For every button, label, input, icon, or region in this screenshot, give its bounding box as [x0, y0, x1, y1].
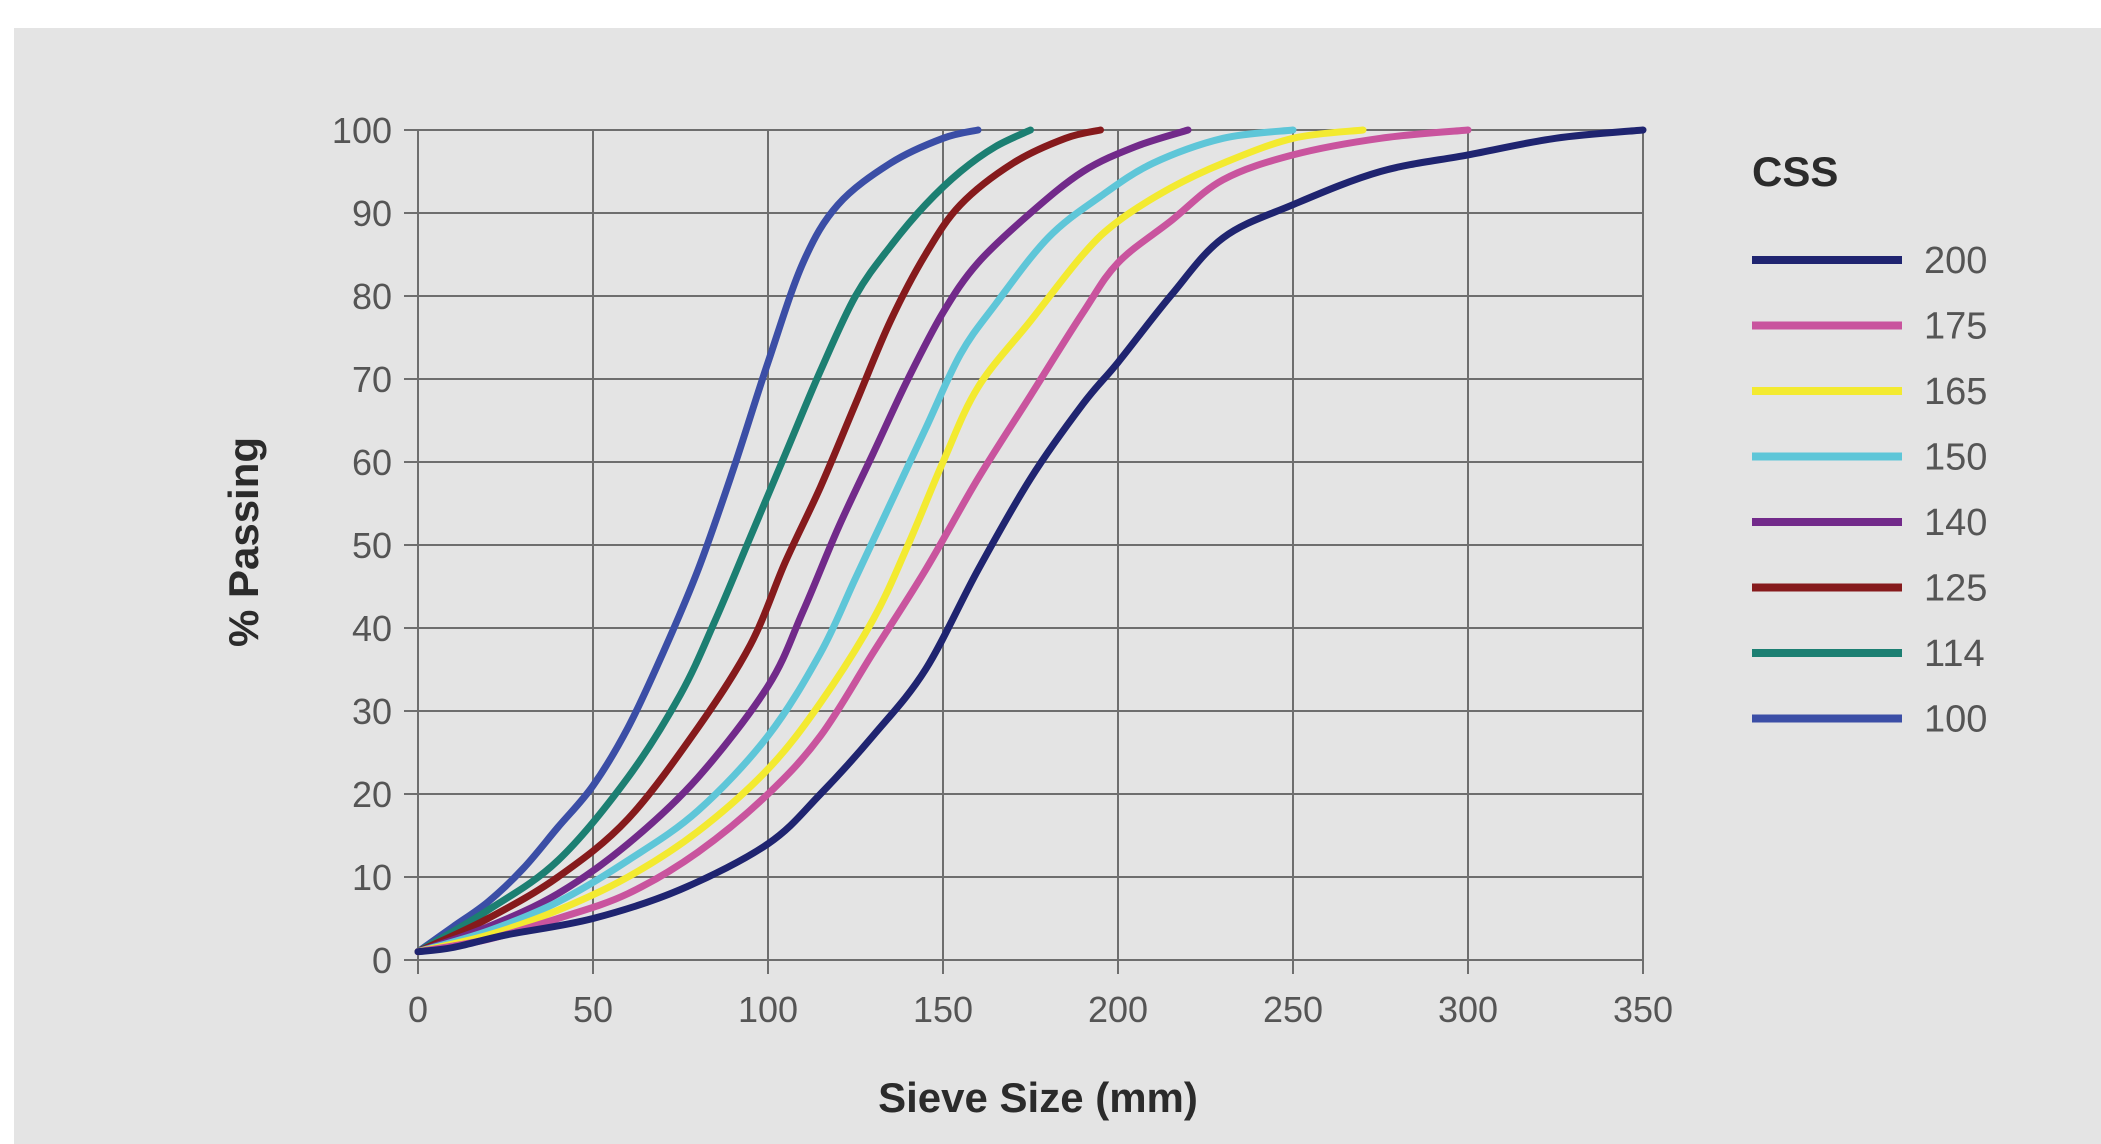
series-line-125 [414, 126, 1104, 956]
x-tick-label: 350 [1613, 989, 1673, 1030]
series-line-165 [414, 126, 1367, 956]
x-axis-title: Sieve Size (mm) [878, 1074, 1198, 1121]
y-axis-ticks: 0 10 20 30 40 50 60 70 80 90 100 [332, 110, 392, 981]
y-tick-label: 10 [352, 857, 392, 898]
y-tick-label: 90 [352, 193, 392, 234]
x-tick-label: 150 [913, 989, 973, 1030]
series-line-150 [414, 126, 1297, 956]
y-tick-label: 80 [352, 276, 392, 317]
x-tick-label: 50 [573, 989, 613, 1030]
y-tick-label: 20 [352, 774, 392, 815]
series-line-100 [414, 126, 982, 956]
legend-label-165: 165 [1924, 371, 1987, 413]
y-tick-label: 40 [352, 608, 392, 649]
legend-label-150: 150 [1924, 437, 1987, 479]
x-tick-label: 250 [1263, 989, 1323, 1030]
series-line-200 [414, 126, 1647, 956]
legend-label-125: 125 [1924, 568, 1987, 610]
legend-label-175: 175 [1924, 306, 1987, 348]
x-tick-label: 200 [1088, 989, 1148, 1030]
series-line-114 [414, 126, 1034, 956]
legend: 200 175 165 150 140 125 114 100 [1752, 240, 1987, 741]
series-lines [414, 126, 1647, 956]
y-tick-label: 100 [332, 110, 392, 151]
y-tick-label: 0 [372, 940, 392, 981]
y-tick-label: 70 [352, 359, 392, 400]
series-line-140 [414, 126, 1192, 956]
x-tick-label: 100 [738, 989, 798, 1030]
series-line-175 [414, 126, 1472, 956]
y-tick-label: 60 [352, 442, 392, 483]
legend-label-100: 100 [1924, 699, 1987, 741]
x-tick-label: 0 [408, 989, 428, 1030]
y-tick-label: 30 [352, 691, 392, 732]
legend-label-114: 114 [1924, 633, 1985, 675]
x-axis-ticks: 0 50 100 150 200 250 300 350 [408, 989, 1673, 1030]
legend-label-200: 200 [1924, 240, 1987, 282]
legend-title: CSS [1752, 148, 1838, 195]
y-axis-title: % Passing [220, 437, 267, 647]
x-tick-label: 300 [1438, 989, 1498, 1030]
legend-label-140: 140 [1924, 502, 1987, 544]
y-tick-label: 50 [352, 525, 392, 566]
